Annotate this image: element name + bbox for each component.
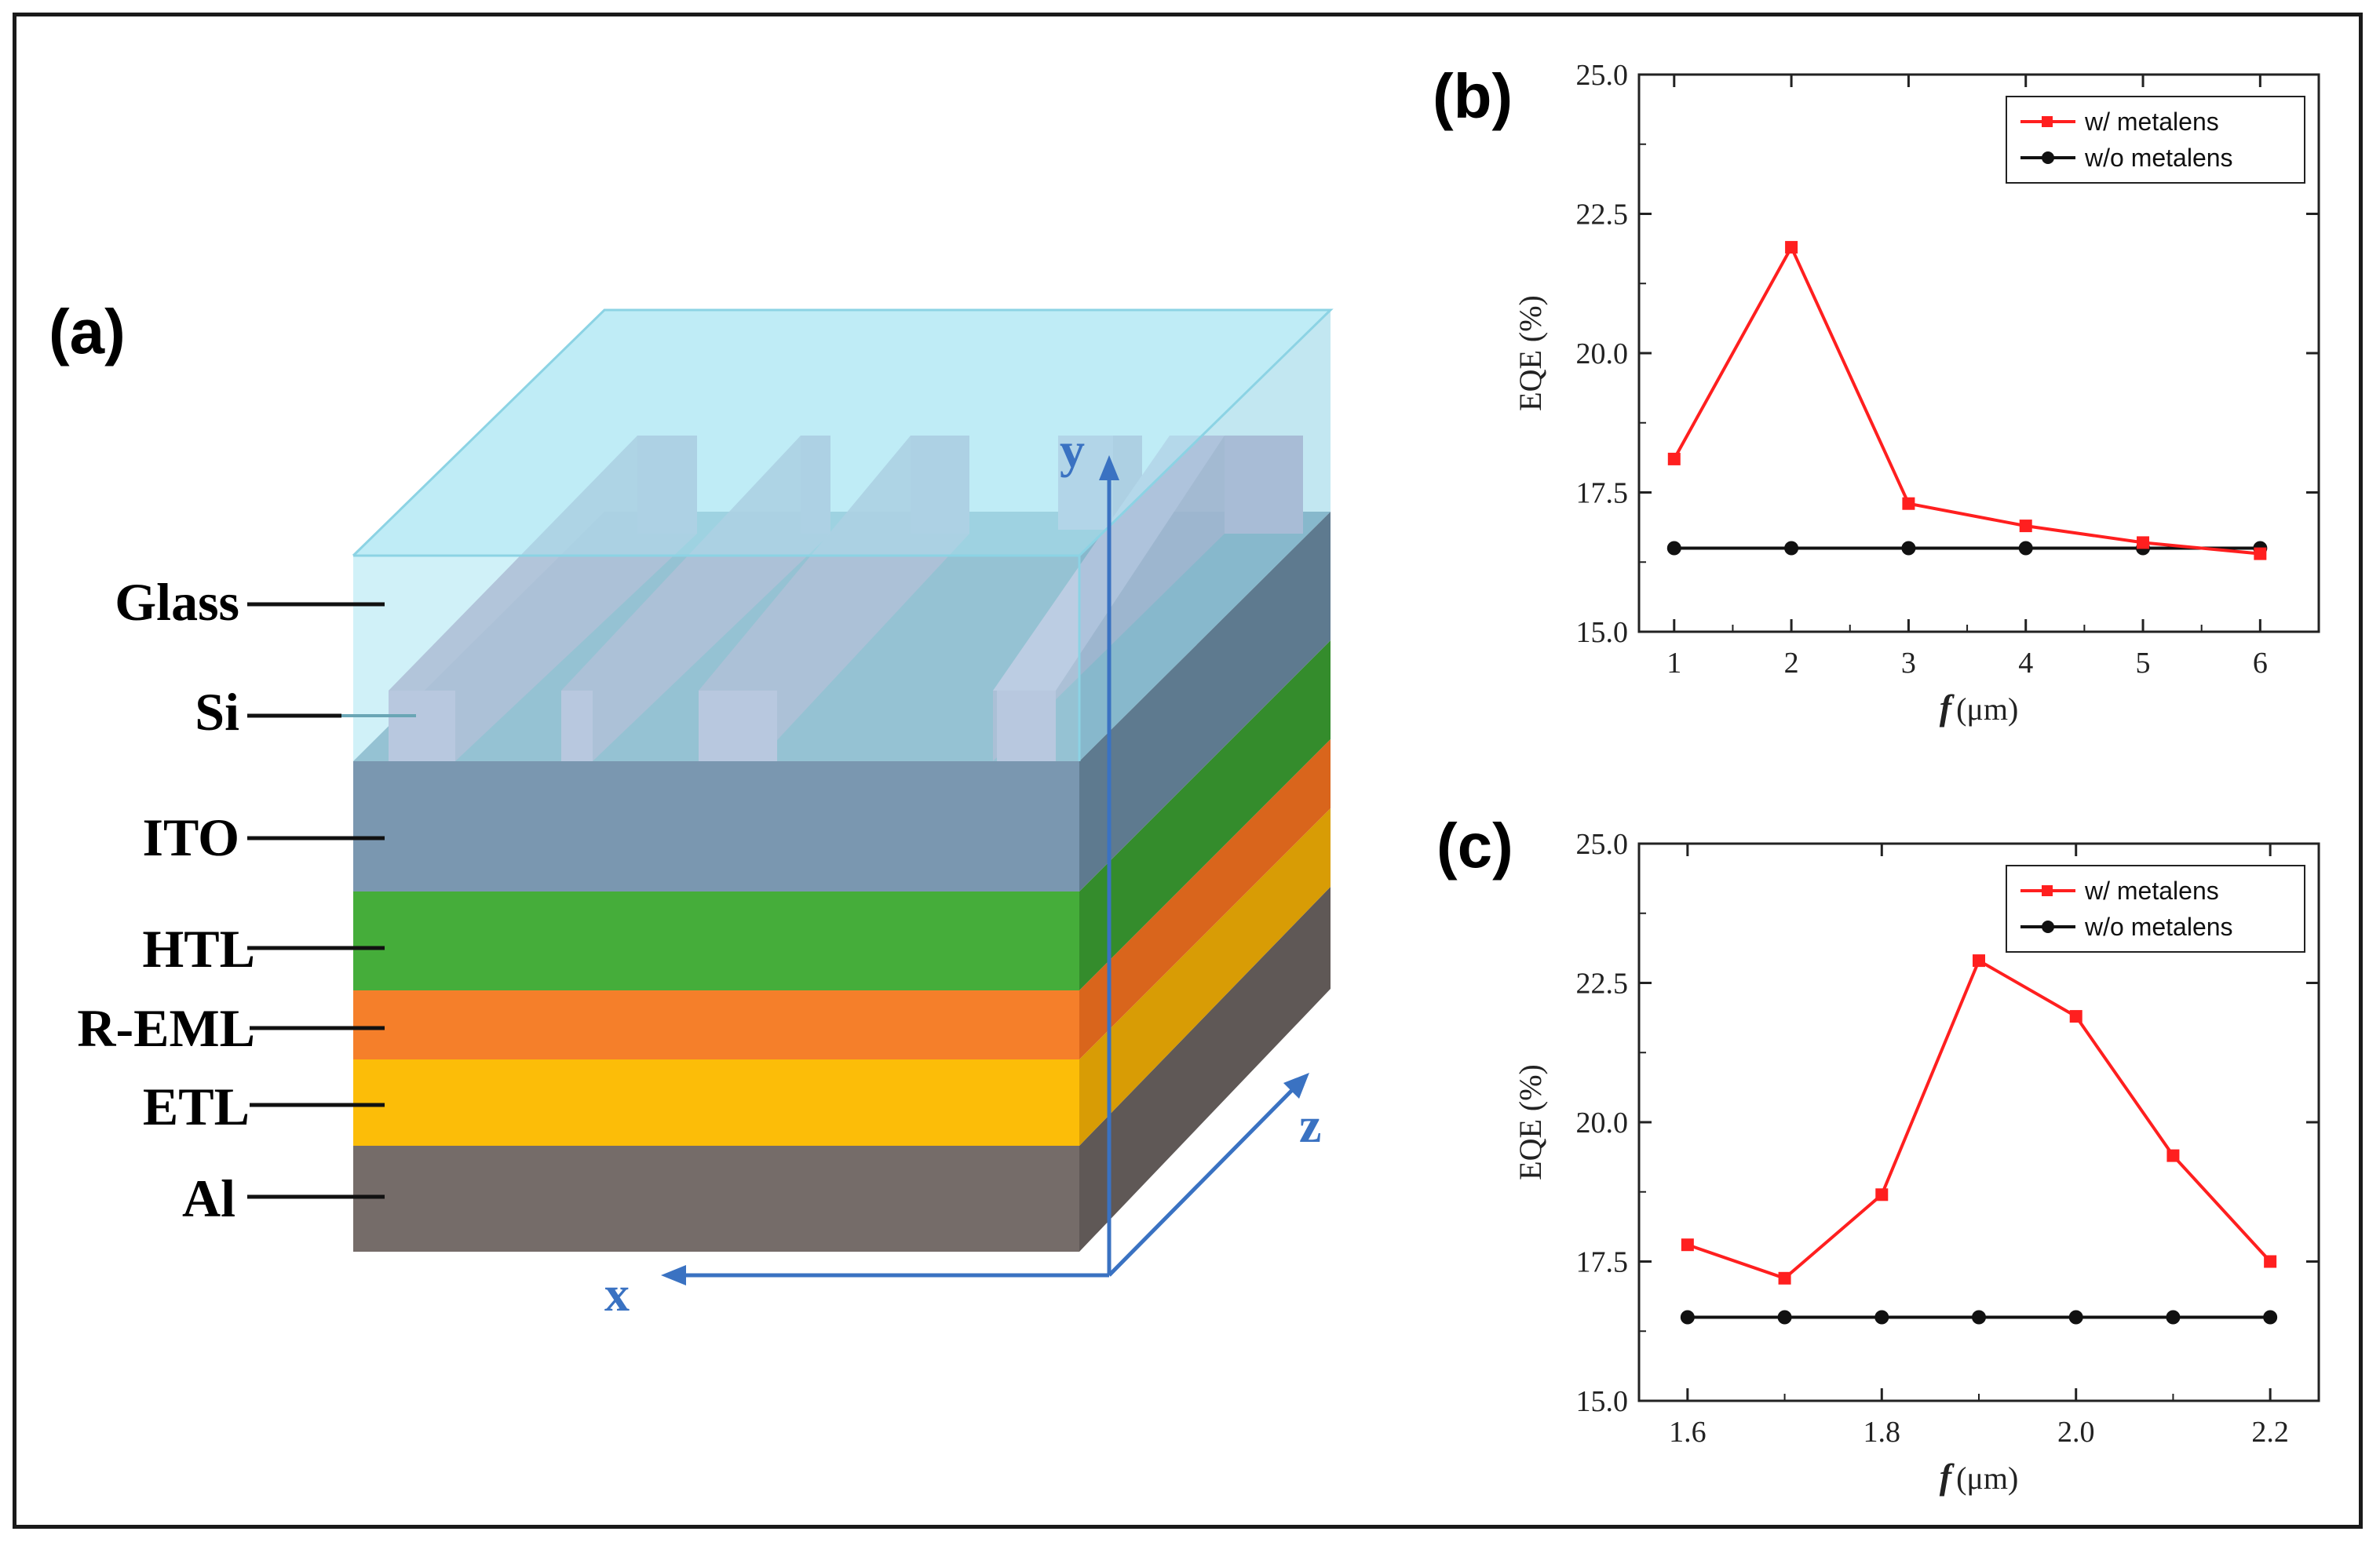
chart-c: 15.0 17.5 20.0 22.5 25.0 1.6 1.8 2.0 2.2 EQE (%) f… [1513, 828, 2320, 1497]
chart-b-data-point [1902, 497, 1915, 510]
chart-b-y-axis-title: EQE (%) [1513, 295, 1548, 411]
figure-frame [13, 13, 2363, 1529]
chart-c-x-tick-label: 1.6 [1669, 1416, 1707, 1449]
chart-b-data-point [1901, 541, 1916, 556]
chart-c-y-tick-label: 15.0 [1576, 1385, 1629, 1418]
chart-c-legend-box [2006, 865, 2305, 953]
chart-c-y-tick-label: 17.5 [1576, 1246, 1629, 1279]
chart-b-data-point [2018, 541, 2033, 556]
chart-c-data-point [1778, 1271, 1791, 1285]
chart-c-legend-label: w/o metalens [2084, 913, 2233, 941]
chart-c-data-point [1777, 1310, 1792, 1325]
chart-c-x-tick-label: 2.0 [2057, 1416, 2095, 1449]
htl-layer-side [1079, 640, 1331, 990]
al-layer-side [1079, 887, 1331, 1252]
chart-c-y-tick-label: 25.0 [1576, 828, 1629, 861]
label-ito: ITO [143, 808, 239, 867]
chart-c-x-axis-title-unit: (μm) [1956, 1460, 2018, 1496]
chart-b-x-tick-label: 5 [2136, 647, 2151, 680]
coordinate-axes [677, 475, 1301, 1278]
chart-c-legend-label: w/ metalens [2084, 877, 2219, 905]
z-axis-letter: z [1299, 1097, 1321, 1153]
chart-c-data-point [2069, 1010, 2082, 1023]
chart-b: 15.0 17.5 20.0 22.5 25.0 1 2 3 4 5 6 EQE (%) f (μm) w/… [1513, 59, 2320, 727]
chart-c-y-axis-title: EQE (%) [1513, 1064, 1548, 1180]
chart-b-x-axis-title: f (μm) [1940, 687, 2019, 727]
chart-b-series-line [1673, 243, 2261, 556]
chart-c-x-axis-title-variable: f [1940, 1457, 1955, 1497]
x-arrowhead [661, 1265, 686, 1285]
chart-b-x-tick-label: 2 [1784, 647, 1799, 680]
chart-b-legend-box [2006, 96, 2305, 184]
chart-c-data-point [1680, 1310, 1695, 1325]
x-axis-letter: x [604, 1266, 630, 1322]
chart-b-y-tick-label: 25.0 [1576, 59, 1629, 92]
chart-b-data-point [1785, 241, 1798, 254]
label-al: Al [182, 1169, 235, 1228]
chart-c-data-point [2068, 1310, 2083, 1325]
chart-c-data-point [2166, 1310, 2181, 1325]
chart-c-legend-marker [2042, 921, 2054, 933]
y-arrowhead [1099, 455, 1119, 480]
etl-layer-front [353, 1059, 1079, 1146]
chart-c-y-tick-label: 20.0 [1576, 1107, 1629, 1139]
chart-c-data-point [1681, 1238, 1694, 1252]
chart-b-y-tick-label: 20.0 [1576, 337, 1629, 370]
chart-c-x-tick-label: 1.8 [1863, 1416, 1901, 1449]
chart-b-x-axis-title-unit: (μm) [1956, 691, 2018, 727]
reml-layer-front [353, 990, 1079, 1059]
chart-c-data-point [1973, 954, 1985, 968]
glass-substrate [352, 308, 1334, 761]
chart-b-x-axis-title-variable: f [1940, 687, 1955, 727]
y-axis-letter: y [1060, 422, 1085, 478]
chart-c-data-point [2166, 1149, 2180, 1162]
chart-b-x-tick-label: 1 [1666, 647, 1681, 680]
panel-b-label: (b) [1433, 61, 1513, 131]
label-etl: ETL [143, 1077, 250, 1136]
chart-b-y-tick-label: 15.0 [1576, 616, 1629, 649]
layer-labels: Glass Si ITO HTL R-EML ETL Al [77, 572, 416, 1228]
chart-c-data-point [1874, 1310, 1889, 1325]
htl-layer-front [353, 892, 1079, 990]
chart-b-data-point [1667, 452, 1681, 465]
z-arrowhead [1283, 1073, 1309, 1099]
chart-b-data-point [2254, 547, 2267, 560]
ito-layer-side [1079, 512, 1331, 892]
chart-b-y-tick-label: 17.5 [1576, 477, 1629, 510]
chart-c-data-point [1875, 1188, 1889, 1201]
chart-b-data-point [1784, 541, 1799, 556]
chart-b-legend-marker [2042, 116, 2053, 127]
label-r-eml: R-EML [77, 998, 255, 1058]
label-si: Si [195, 682, 239, 742]
ito-layer-front [353, 761, 1079, 892]
chart-c-legend-marker [2042, 885, 2053, 896]
chart-c-y-tick-label: 22.5 [1576, 968, 1629, 1001]
panel-a-label: (a) [49, 297, 126, 366]
etl-layer-side [1079, 808, 1331, 1146]
z-axis-arrow [1108, 1081, 1301, 1277]
chart-b-x-tick-label: 4 [2018, 647, 2033, 680]
chart-c-x-tick-label: 2.2 [2251, 1416, 2289, 1449]
chart-b-x-tick-label: 6 [2253, 647, 2268, 680]
label-htl: HTL [142, 919, 255, 979]
al-layer-front [353, 1146, 1079, 1252]
reml-layer-side [1079, 739, 1331, 1059]
chart-b-legend-marker [2042, 151, 2054, 164]
chart-b-data-point [1666, 541, 1681, 556]
chart-c-x-axis-title: f (μm) [1940, 1457, 2019, 1497]
chart-b-data-point [2019, 520, 2032, 533]
label-glass: Glass [115, 572, 239, 632]
chart-b-y-tick-label: 22.5 [1576, 199, 1629, 232]
chart-b-legend-label: w/ metalens [2084, 108, 2219, 136]
chart-b-data-point [2137, 536, 2150, 549]
chart-c-series-line [1687, 958, 2272, 1281]
chart-c-data-point [1972, 1310, 1986, 1325]
chart-c-data-point [2263, 1310, 2278, 1325]
chart-b-x-tick-label: 3 [1901, 647, 1916, 680]
chart-b-legend-label: w/o metalens [2084, 144, 2233, 172]
panel-c-label: (c) [1436, 811, 1513, 881]
chart-c-data-point [2264, 1255, 2277, 1268]
